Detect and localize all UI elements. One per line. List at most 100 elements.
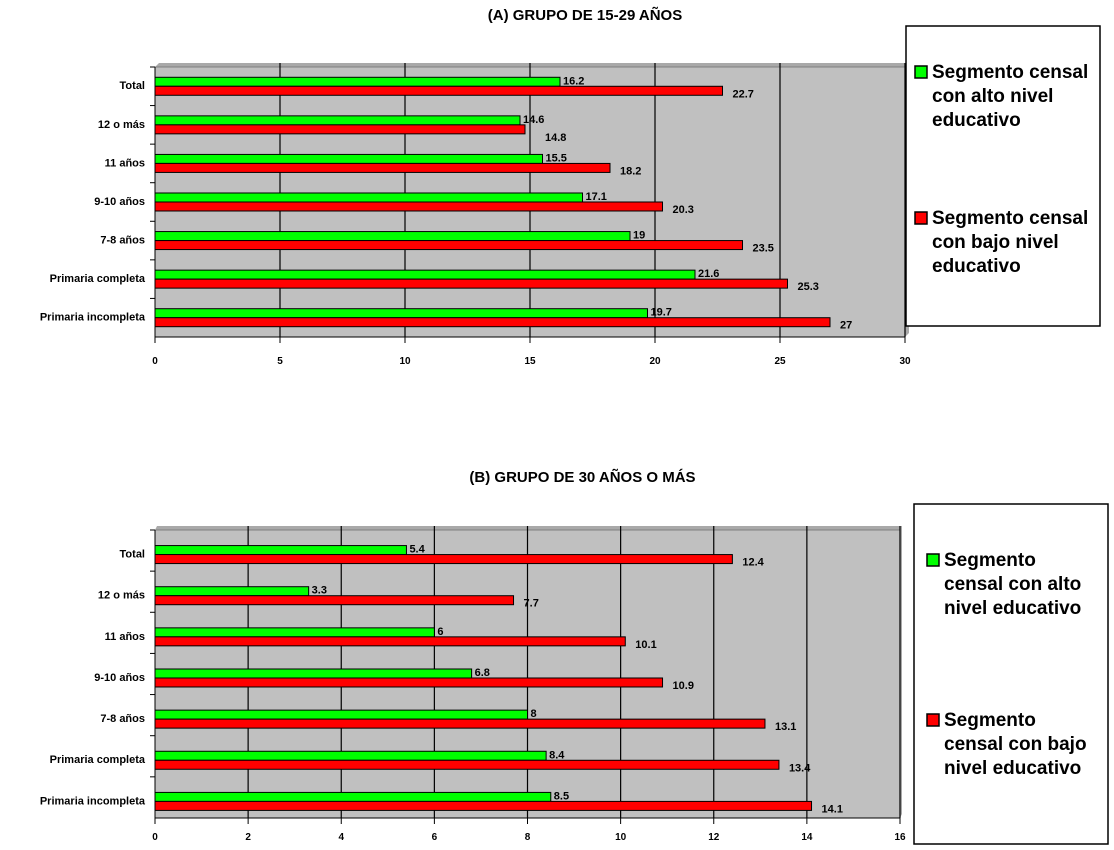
x-tick-label: 30 [899,356,911,367]
legend-label-bajo: educativo [932,256,1021,277]
legend-label-alto: Segmento [944,550,1036,571]
bar-alto [154,76,561,87]
bar-alto [154,153,543,164]
value-label: 27 [840,320,852,332]
bar-alto [154,709,528,720]
legend-label-bajo: con bajo nivel [932,232,1059,253]
x-tick-label: 12 [708,832,720,843]
category-label: 7-8 años [100,713,145,725]
category-label: 9-10 años [94,196,145,208]
chart-a: (A) GRUPO DE 15-29 AÑOS 0 5 10 15 20 25 30 Total… [40,6,1101,367]
bar-alto [154,791,552,802]
category-label: 12 o más [98,119,145,131]
value-label: 13.1 [775,721,796,733]
value-label: 19 [633,230,645,242]
category-label: Primaria incompleta [40,795,146,807]
bar-bajo [154,85,723,96]
category-label: 7-8 años [100,234,145,246]
bar-alto [154,627,435,638]
value-label: 12.4 [742,557,764,569]
bar-bajo [154,124,526,135]
x-tick-label: 25 [774,356,786,367]
value-label: 23.5 [753,243,774,255]
category-label: Primaria incompleta [40,312,146,324]
category-label: 11 años [105,157,145,169]
x-tick-label: 15 [524,356,536,367]
legend-label-alto: Segmento censal [932,62,1088,83]
bar-bajo [154,636,626,647]
value-label: 22.7 [733,88,754,100]
bar-alto [154,192,583,203]
value-label: 14.6 [523,114,544,126]
value-label: 25.3 [798,281,819,293]
bar-alto [154,750,547,761]
category-label: Primaria completa [50,754,146,766]
value-label: 8.5 [554,790,569,802]
value-label: 20.3 [673,204,694,216]
bar-bajo [154,278,788,289]
legend-label-bajo: censal con bajo [944,734,1087,755]
legend-swatch-alto [926,553,940,567]
legend-label-alto: nivel educativo [944,598,1081,619]
value-label: 14.1 [822,803,843,815]
category-label: 11 años [105,631,145,643]
value-label: 5.4 [409,544,425,556]
category-label: 12 o más [98,590,145,602]
value-label: 3.3 [312,585,327,597]
bar-alto [154,231,631,242]
bar-bajo [154,240,743,251]
bar-bajo [154,201,663,212]
value-label: 8.4 [549,749,565,761]
x-tick-label: 0 [152,356,158,367]
bar-bajo [154,677,664,688]
legend-label-alto: educativo [932,110,1021,131]
legend-label-bajo: Segmento [944,710,1036,731]
bar-alto [154,308,648,319]
bar-alto [154,586,310,597]
bar-alto [154,668,473,679]
bar-bajo [154,718,766,729]
value-label: 18.2 [620,165,641,177]
value-label: 7.7 [524,598,539,610]
x-tick-label: 10 [615,832,627,843]
bar-bajo [154,800,813,811]
value-label: 14.8 [545,132,566,144]
chart-title: (B) GRUPO DE 30 AÑOS O MÁS [469,468,695,486]
legend-label-alto: con alto nivel [932,86,1053,107]
value-label: 21.6 [698,268,719,280]
bar-bajo [154,554,733,565]
category-label: Total [120,80,145,92]
x-tick-label: 10 [399,356,411,367]
x-tick-label: 2 [245,832,251,843]
x-tick-label: 14 [801,832,813,843]
legend-swatch-alto [914,65,928,79]
legend-label-bajo: Segmento censal [932,208,1088,229]
value-label: 10.9 [673,680,694,692]
x-tick-label: 5 [277,356,283,367]
x-tick-label: 16 [894,832,906,843]
bar-bajo [154,595,515,606]
bar-bajo [154,317,831,328]
legend-swatch-bajo [914,211,928,225]
category-label: Primaria completa [50,273,146,285]
x-tick-label: 4 [338,832,344,843]
x-tick-label: 0 [152,832,158,843]
legend-box [913,503,1109,845]
value-label: 17.1 [586,191,607,203]
bar-bajo [154,759,780,770]
bar-alto [154,269,696,280]
x-tick-label: 8 [525,832,531,843]
bar-bajo [154,162,611,173]
bar-alto [154,115,521,126]
value-label: 6.8 [475,667,490,679]
legend-label-bajo: nivel educativo [944,758,1081,779]
value-label: 15.5 [546,152,567,164]
x-tick-label: 6 [432,832,438,843]
value-label: 16.2 [563,75,584,87]
chart-b: (B) GRUPO DE 30 AÑOS O MÁS 0 2 4 6 8 10 12 14 16 T… [40,468,1109,845]
value-label: 8 [531,708,537,720]
legend-swatch-bajo [926,713,940,727]
x-tick-label: 20 [649,356,661,367]
legend-box [905,25,1101,327]
